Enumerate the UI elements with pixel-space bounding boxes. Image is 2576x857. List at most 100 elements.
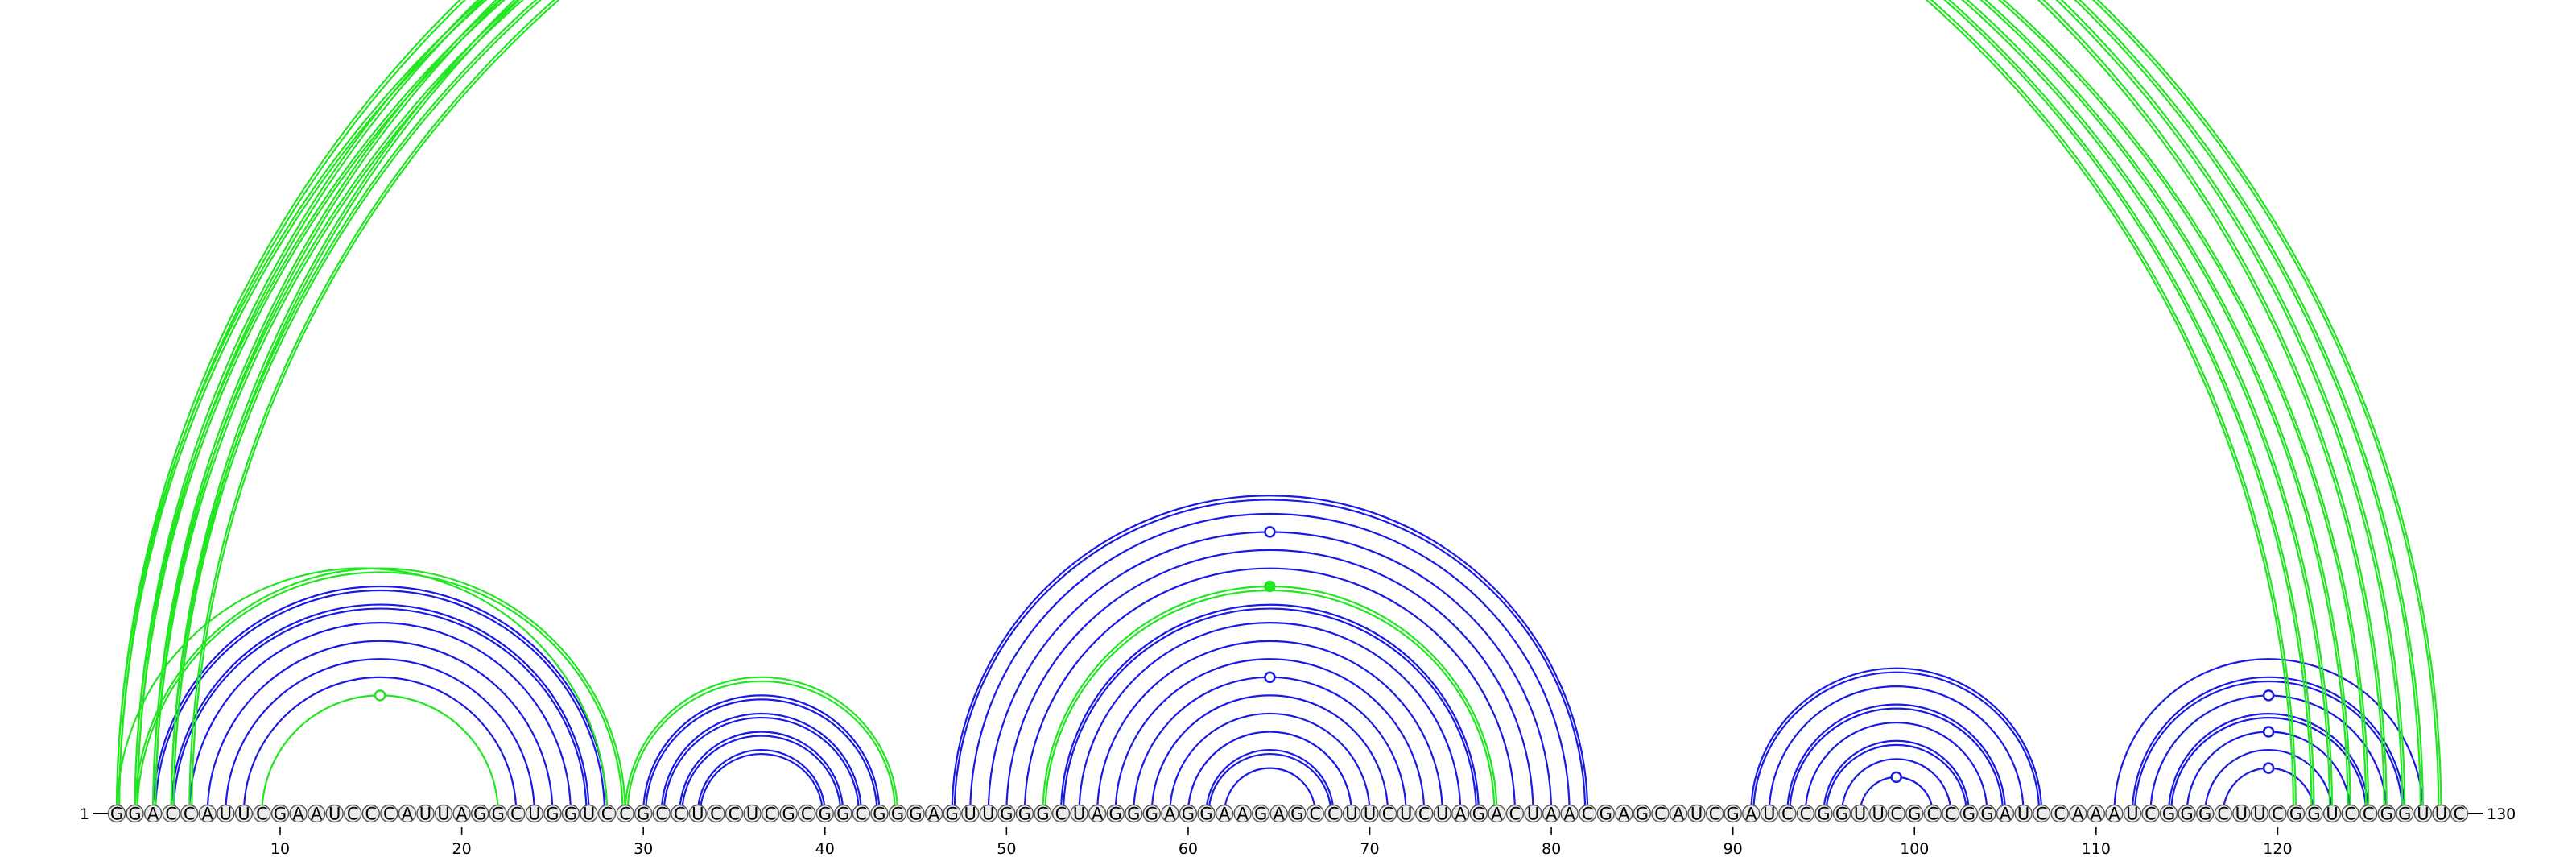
nucleotide-56-letter: G	[1109, 805, 1122, 824]
nucleotide-57-letter: G	[1127, 805, 1140, 824]
nucleotide-35: C	[724, 805, 744, 824]
nucleotide-25-circle	[543, 804, 562, 823]
nucleotide-103-letter: G	[1963, 805, 1975, 824]
nucleotide-111: A	[2105, 805, 2124, 824]
nucleotide-109-letter: A	[2072, 805, 2084, 824]
nucleotide-120-circle	[2268, 804, 2287, 823]
arc-green-5-125-inner	[192, 0, 2366, 814]
arc-blue-58-71	[1150, 694, 1389, 814]
nucleotide-58-letter: G	[1146, 805, 1158, 824]
nucleotide-51-circle	[1015, 804, 1034, 823]
nucleotide-66-circle	[1288, 804, 1307, 823]
nucleotide-16-circle	[380, 804, 398, 823]
nucleotide-12-letter: A	[311, 805, 323, 824]
arc-marker-7	[2262, 726, 2275, 738]
nucleotide-117-letter: C	[2217, 805, 2229, 824]
nucleotide-43-letter: G	[873, 805, 886, 824]
nucleotide-83-letter: G	[1600, 805, 1612, 824]
nucleotide-124-circle	[2341, 804, 2359, 823]
nucleotide-4-letter: C	[165, 805, 177, 824]
nucleotide-115: G	[2178, 804, 2196, 824]
nucleotide-99-letter: C	[1890, 805, 1902, 824]
nucleotide-25-letter: G	[546, 805, 559, 824]
nucleotide-90-circle	[1724, 804, 1742, 823]
nucleotide-63: A	[1233, 805, 1252, 824]
nucleotide-67-circle	[1306, 804, 1325, 823]
arc-blue-116-123	[2204, 749, 2334, 814]
nucleotide-97-letter: U	[1854, 805, 1866, 824]
nucleotide-71-letter: C	[1382, 805, 1394, 824]
nucleotide-112-letter: U	[2126, 805, 2138, 824]
tick-label-20: 20	[452, 840, 472, 857]
nucleotide-5: C	[180, 805, 199, 824]
arc-marker-6	[2262, 689, 2275, 702]
nucleotide-113: C	[2141, 805, 2160, 824]
nucleotide-121-letter: G	[2289, 805, 2302, 824]
nucleotide-65-letter: A	[1274, 805, 1286, 824]
nucleotide-95-circle	[1814, 804, 1833, 823]
nucleotide-15: C	[361, 805, 381, 824]
arc-marker-2	[1264, 580, 1276, 593]
nucleotide-115-letter: G	[2180, 805, 2193, 824]
nucleotide-63-letter: A	[1236, 805, 1249, 824]
nucleotide-47-letter: G	[946, 805, 959, 824]
nucleotide-113-letter: C	[2145, 805, 2157, 824]
nucleotide-44-letter: G	[891, 805, 904, 824]
nucleotide-79-circle	[1524, 804, 1542, 823]
nucleotide-37-circle	[761, 804, 780, 823]
arc-green-52-77-inner	[1045, 590, 1494, 814]
nucleotide-97-circle	[1851, 804, 1869, 823]
nucleotide-27: U	[580, 805, 598, 824]
arc-blue-96-102	[1840, 758, 1952, 814]
nucleotide-126-circle	[2377, 804, 2396, 823]
nucleotide-26-circle	[561, 804, 580, 823]
nucleotide-2-letter: G	[128, 805, 141, 824]
nucleotide-82: C	[1579, 804, 1597, 824]
tick-label-50: 50	[997, 840, 1016, 857]
nucleotide-112-circle	[2123, 804, 2142, 823]
nucleotide-3-letter: A	[147, 805, 159, 824]
nucleotide-21-letter: G	[473, 805, 486, 824]
nucleotide-5-letter: C	[184, 805, 196, 824]
nucleotide-84: A	[1615, 805, 1633, 824]
nucleotide-68-circle	[1324, 804, 1343, 823]
nucleotide-116-circle	[2195, 804, 2215, 823]
arc-blue-91-107-inner	[1752, 671, 2041, 814]
nucleotide-100-letter: G	[1908, 805, 1921, 824]
arc-blue-3-28	[152, 585, 609, 814]
nucleotide-48-letter: U	[964, 805, 976, 824]
arc-green-1-126-inner	[118, 0, 2385, 814]
arc-green-2-122	[135, 0, 2314, 814]
nucleotide-101: C	[1923, 805, 1942, 824]
nucleotide-56-circle	[1106, 804, 1125, 823]
nucleotide-49-circle	[979, 804, 997, 823]
nucleotide-54-letter: U	[1073, 805, 1085, 824]
nucleotide-48-circle	[961, 804, 980, 823]
nucleotide-65-circle	[1269, 804, 1288, 823]
nucleotide-2: G	[126, 805, 144, 824]
position-ticks: 10 20 30 40 50 60 70 80 90 100 110 120	[270, 827, 2293, 857]
nucleotide-80-letter: A	[1546, 805, 1558, 824]
nucleotide-102-circle	[1942, 804, 1960, 823]
nucleotide-23: C	[507, 805, 526, 824]
nucleotide-115-circle	[2178, 804, 2196, 823]
nucleotide-64: G	[1251, 804, 1270, 824]
nucleotide-64-circle	[1251, 804, 1270, 823]
nucleotide-114-letter: G	[2162, 805, 2175, 824]
nucleotide-43-circle	[870, 804, 889, 823]
arc-blue-93-105-inner	[1789, 707, 2004, 814]
nucleotide-124-letter: C	[2344, 805, 2356, 824]
arc-blue-53-76-inner	[1062, 607, 1477, 814]
nucleotide-38-circle	[779, 804, 798, 823]
arc-green-29-44-inner	[626, 680, 897, 814]
tick-label-30: 30	[634, 840, 653, 857]
arc-blue-112-127-inner	[2133, 680, 2404, 814]
nucleotide-103-circle	[1959, 804, 1979, 823]
nucleotide-76-circle	[1469, 804, 1488, 823]
nucleotide-82-circle	[1579, 804, 1597, 823]
nucleotide-89: C	[1705, 805, 1724, 824]
nucleotide-62-circle	[1215, 804, 1234, 823]
nucleotide-11: A	[289, 805, 308, 824]
nucleotide-116-letter: G	[2198, 805, 2211, 824]
arc-blue-61-68	[1205, 748, 1335, 814]
